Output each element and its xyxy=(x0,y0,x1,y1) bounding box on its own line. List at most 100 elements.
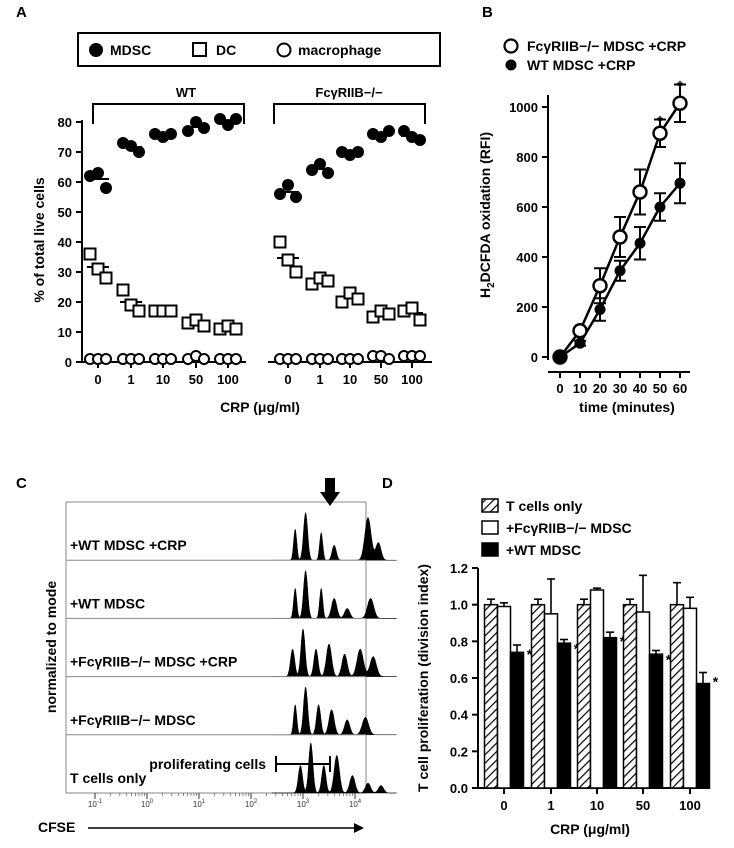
b-point-wt xyxy=(654,201,666,213)
d-y-tick-label: 0.8 xyxy=(450,634,468,649)
a-point-macrophage xyxy=(322,353,334,365)
c-x-tick-exponent: -1 xyxy=(97,799,103,805)
a-x-tick-label: 10 xyxy=(343,372,357,387)
c-x-tick-label: 100 xyxy=(141,799,154,809)
d-bar xyxy=(589,589,605,789)
a-point-dc xyxy=(382,307,396,321)
d-x-tick-label: 100 xyxy=(679,798,701,813)
b-point-ko xyxy=(632,184,648,200)
b-point-ko xyxy=(572,323,588,339)
legend-dc-marker xyxy=(192,42,207,57)
a-point-macrophage xyxy=(230,353,242,365)
a-point-mdsc xyxy=(352,146,364,158)
panel-b-y-label-h: H xyxy=(477,288,493,298)
legend-wt-label: WT MDSC +CRP xyxy=(527,57,636,73)
c-x-tick-exponent: 3 xyxy=(306,799,310,805)
panel-b-x-label: time (minutes) xyxy=(579,399,675,415)
b-x-tick-label: 60 xyxy=(673,381,687,396)
d-bar xyxy=(543,613,559,789)
d-y-tick-label: 0.2 xyxy=(450,744,468,759)
panel-a-x-label: CRP (μg/ml) xyxy=(220,399,300,415)
a-point-dc xyxy=(351,292,365,306)
panel-label-c: C xyxy=(16,475,27,492)
a-point-mdsc xyxy=(165,128,177,140)
b-x-tick-label: 10 xyxy=(573,381,587,396)
d-y-tick-label: 1.2 xyxy=(450,561,468,576)
a-point-dc xyxy=(229,322,243,336)
b-significance-star: * xyxy=(657,113,663,129)
a-point-macrophage xyxy=(414,350,426,362)
a-point-dc xyxy=(273,235,287,249)
b-y-tick-label: 600 xyxy=(516,200,538,215)
panel-b-y-label-rest: DCFDA oxidation (RFI) xyxy=(477,132,493,282)
a-x-tick-label: 50 xyxy=(189,372,203,387)
cfse-axis-arrowhead xyxy=(354,823,364,833)
c-x-tick-exponent: 0 xyxy=(150,799,154,805)
d-bar xyxy=(556,642,572,789)
a-point-mdsc xyxy=(182,125,194,137)
b-point-ko xyxy=(592,278,608,294)
legend-wt-mdsc-label: +WT MDSC xyxy=(506,542,581,558)
b-x-tick-label: 0 xyxy=(556,381,563,396)
b-point-ko xyxy=(672,95,688,111)
a-point-mdsc xyxy=(100,182,112,194)
legend-macrophage-label: macrophage xyxy=(298,42,381,58)
proliferating-gate xyxy=(275,756,331,772)
panel-d-bars: T cells only +FcγRIIB−/− MDSC +WT MDSC 0… xyxy=(415,498,719,837)
a-point-macrophage xyxy=(352,353,364,365)
c-x-tick-label: 101 xyxy=(193,799,206,809)
d-bar xyxy=(602,636,618,789)
a-point-macrophage xyxy=(290,353,302,365)
a-x-tick-label: 0 xyxy=(284,372,291,387)
c-histogram xyxy=(271,511,397,561)
a-point-mdsc xyxy=(274,188,286,200)
group-bracket-ko xyxy=(273,103,426,124)
b-point-ko xyxy=(612,229,628,245)
d-bar xyxy=(635,611,651,789)
d-bar xyxy=(496,605,512,789)
c-histogram xyxy=(271,569,397,619)
d-x-tick-label: 50 xyxy=(636,798,650,813)
a-point-mdsc xyxy=(133,146,145,158)
a-point-macrophage xyxy=(133,353,145,365)
a-x-tick-label: 1 xyxy=(127,372,134,387)
d-significance-star: * xyxy=(713,674,719,690)
panel-c-frame xyxy=(65,501,367,794)
a-point-dc xyxy=(281,253,295,267)
panel-d-x-label: CRP (μg/ml) xyxy=(550,821,630,837)
d-significance-star: * xyxy=(666,652,672,668)
legend-tcells-swatch xyxy=(481,498,499,513)
d-bar xyxy=(530,603,546,789)
a-point-dc xyxy=(132,304,146,318)
a-y-tick-label: 20 xyxy=(58,295,72,310)
a-y-tick-label: 70 xyxy=(58,145,72,160)
a-x-tick-label: 0 xyxy=(94,372,101,387)
b-x-tick-label: 40 xyxy=(633,381,647,396)
a-point-macrophage xyxy=(100,353,112,365)
panel-label-b: B xyxy=(482,4,493,21)
a-point-dc xyxy=(164,304,178,318)
c-x-tick-label: 104 xyxy=(349,799,362,809)
panel-label-d: D xyxy=(382,475,393,492)
d-y-tick-label: 1.0 xyxy=(450,598,468,613)
a-point-dc xyxy=(405,301,419,315)
a-point-mdsc xyxy=(314,158,326,170)
b-point-wt xyxy=(614,265,626,277)
panel-d-y-label: T cell proliferation (division index) xyxy=(415,564,431,792)
b-point-wt xyxy=(634,237,646,249)
legend-ko-mdsc-label: +FcγRIIB−/− MDSC xyxy=(506,520,632,536)
group-label-wt: WT xyxy=(176,85,196,100)
panel-b-line: FcγRIIB−/− MDSC +CRP WT MDSC +CRP 020040… xyxy=(477,38,690,415)
panel-b-y-label: H2DCFDA oxidation (RFI) xyxy=(477,132,497,298)
panel-b-y-label-sub: 2 xyxy=(486,282,497,288)
group-label-ko: FcγRIIB−/− xyxy=(315,85,383,100)
a-point-dc xyxy=(99,271,113,285)
legend-wt-mdsc-swatch xyxy=(481,542,499,557)
a-x-tick-label: 1 xyxy=(316,372,323,387)
a-point-dc xyxy=(335,295,349,309)
b-x-tick-label: 20 xyxy=(593,381,607,396)
a-point-mdsc xyxy=(322,167,334,179)
legend-macrophage-marker xyxy=(276,42,292,58)
panel-c-histograms: +WT MDSC +CRP +WT MDSC +FcγRIIB−/− MDSC +C… xyxy=(38,478,397,835)
